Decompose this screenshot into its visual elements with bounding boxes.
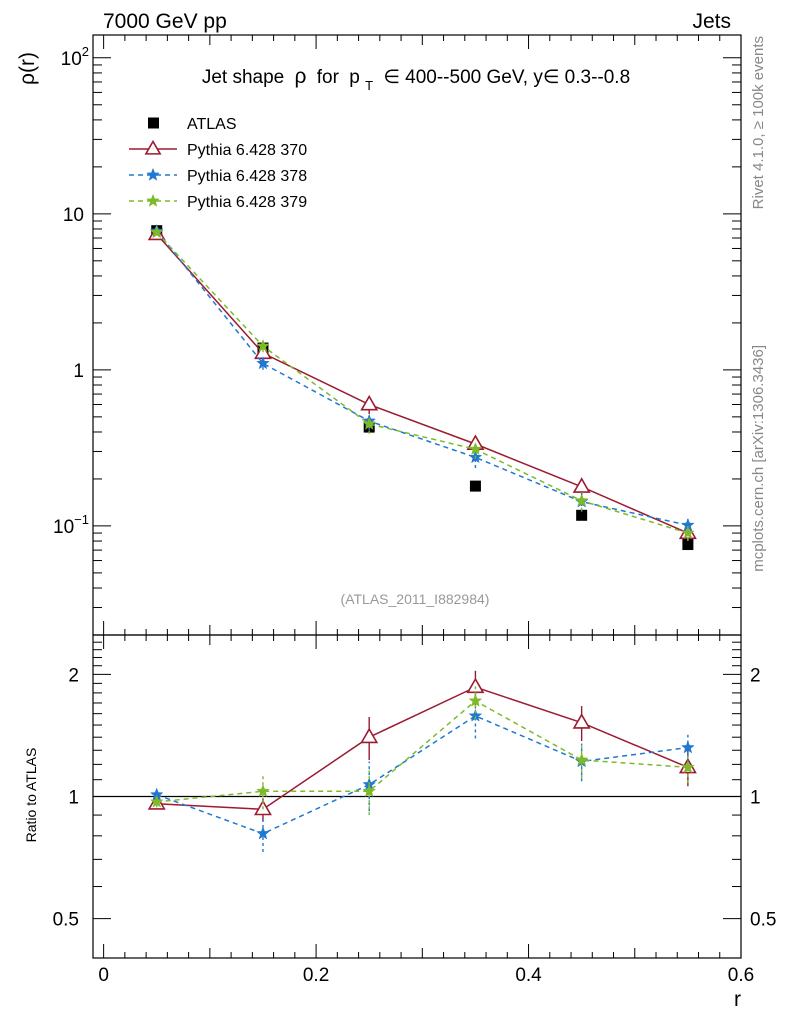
legend: ATLAS Pythia 6.428 370 Pythia 6.428 378 Pyt…	[129, 116, 307, 211]
legend-marker-atlas	[148, 117, 159, 129]
ratio-data-point	[572, 713, 591, 729]
ratio-data-point	[468, 693, 483, 707]
y-tick-label-ratio: 0.5	[53, 910, 79, 931]
y-tick-label-ratio-right: 2	[750, 665, 761, 686]
main-data-point	[362, 416, 377, 430]
ratio-data-point	[681, 740, 695, 754]
rivet-version-label: Rivet 4.1.0, ≥ 100k events	[750, 36, 767, 209]
main-series-line	[156, 231, 689, 534]
y-tick-label-ratio: 2	[68, 665, 79, 686]
main-series-line	[156, 230, 689, 526]
title-pt: p	[349, 67, 360, 88]
x-tick-label: 0	[98, 965, 109, 986]
main-data-point	[149, 225, 164, 239]
legend-label: Pythia 6.428 379	[187, 194, 307, 211]
svg-text:Jet shape ρ fo: Jet shape ρ for p T ∈ 400--500 GeV, y∈ 0…	[202, 65, 630, 95]
main-atlas-data-point	[469, 480, 481, 492]
header-energy-label: 7000 GeV pp	[103, 10, 227, 33]
x-tick-label: 0.4	[515, 965, 542, 986]
legend-label: Pythia 6.428 370	[187, 142, 307, 159]
y-tick-label-ratio-right: 0.5	[750, 910, 776, 931]
ratio-series-line	[156, 686, 689, 811]
main-data-point	[256, 356, 270, 370]
ratio-data-point	[362, 784, 377, 798]
legend-marker	[146, 167, 160, 181]
y-tick-label-main: 10	[63, 205, 84, 226]
legend-label-atlas: ATLAS	[187, 116, 237, 133]
plot-title: Jet shape ρ for p T ∈ 400--500 GeV, y∈ 0…	[202, 65, 630, 95]
main-data-point	[681, 525, 695, 539]
axis-tick-labels: 0 0.2 0.4 0.6 102 10 1 10−1 2 2 1 1 0.5 0.5	[53, 44, 777, 986]
y-tick-label-main: 102	[61, 44, 89, 70]
ratio-data-point	[466, 677, 485, 694]
mcplots-source-label: mcplots.cern.ch [arXiv:1306.3436]	[750, 345, 767, 572]
title-rho-symbol: ρ	[295, 65, 307, 88]
y-tick-label-main: 1	[73, 361, 84, 382]
main-data-point	[256, 338, 270, 352]
ratio-data-point	[574, 752, 589, 766]
ratio-panel-data	[147, 670, 697, 852]
legend-marker	[144, 139, 162, 155]
main-series-line	[156, 233, 689, 534]
x-axis-label: r	[734, 988, 741, 1011]
main-atlas-data-point	[576, 509, 588, 521]
title-range: ∈ 400--500 GeV, y∈ 0.3--0.8	[383, 67, 630, 88]
main-panel-data	[147, 223, 697, 551]
y-tick-label-ratio-right: 1	[750, 788, 761, 809]
header-jets-label: Jets	[692, 10, 731, 33]
title-pt-subscript: T	[365, 78, 373, 93]
ratio-data-point	[681, 760, 695, 774]
main-y-axis-label: ρ(r)	[16, 52, 39, 85]
ratio-series-line	[156, 700, 688, 803]
title-prefix: Jet shape	[202, 67, 284, 88]
ratio-series-line	[156, 715, 688, 835]
ratio-data-point	[149, 794, 164, 808]
analysis-tag: (ATLAS_2011_I882984)	[341, 591, 490, 607]
main-atlas-data-point	[682, 539, 694, 551]
title-for: for	[317, 67, 340, 88]
legend-label: Pythia 6.428 378	[187, 168, 307, 185]
legend-marker	[146, 193, 160, 207]
ratio-y-axis-label: Ratio to ATLAS	[23, 748, 39, 843]
y-tick-label-ratio: 1	[68, 788, 79, 809]
main-data-point	[360, 394, 379, 411]
main-data-point	[468, 442, 483, 456]
y-tick-label-main: 10−1	[53, 512, 89, 538]
x-tick-label: 0.6	[728, 965, 754, 986]
ratio-data-point	[256, 784, 270, 798]
main-data-point	[574, 493, 589, 507]
x-tick-label: 0.2	[303, 965, 329, 986]
ratio-data-point	[256, 826, 270, 840]
axis-ticks	[93, 35, 742, 959]
ratio-data-point	[360, 727, 379, 744]
